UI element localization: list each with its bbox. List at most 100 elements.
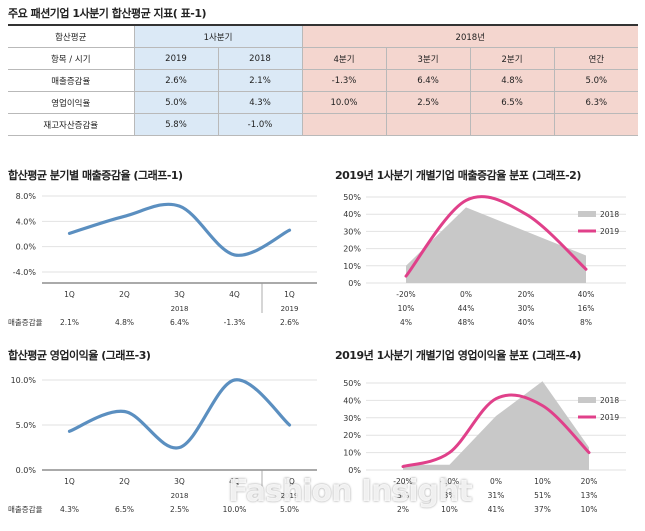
x-tick-label: 2Q bbox=[119, 290, 130, 299]
header-col: 연간 bbox=[553, 47, 639, 70]
table-cell bbox=[301, 113, 386, 136]
series-line bbox=[67, 378, 292, 450]
y-tick-label: 0.0% bbox=[16, 243, 37, 252]
x-tick-label: -20% bbox=[396, 290, 415, 299]
x-tick-label: 1Q bbox=[284, 477, 295, 486]
x-tick-label: 0% bbox=[460, 290, 472, 299]
y-tick-label: 0% bbox=[348, 279, 361, 288]
table-cell: 6.4% bbox=[385, 69, 470, 92]
y-tick-label: 0.0% bbox=[16, 466, 37, 475]
table-row: 영업이익율 5.0% 4.3% 10.0% 2.5% 6.5% 6.3% bbox=[8, 91, 639, 114]
series-line-2019 bbox=[404, 195, 588, 278]
summary-table: 합산평균 1사분기 2018년 항목 / 시기 2019 2018 4분기 3분… bbox=[8, 24, 639, 136]
y-tick-label: 4.0% bbox=[16, 217, 37, 226]
y-tick-label: 5.0% bbox=[16, 421, 37, 430]
legend-label: 2018 bbox=[600, 396, 619, 405]
chart2-distribution: 50% 40% 30% 20% 10% 0% -20% 10% 4% 0% 44% 48% 20% 30%… bbox=[343, 193, 626, 327]
x-tick-label: 1Q bbox=[64, 290, 75, 299]
series-area-2018 bbox=[406, 207, 586, 283]
table-cell: -1.0% bbox=[217, 113, 302, 136]
table-cell: 4.8% bbox=[469, 69, 554, 92]
y-tick-label: 30% bbox=[343, 227, 361, 236]
data-label: 10% bbox=[441, 505, 458, 514]
table-row: 매출증감율 2.6% 2.1% -1.3% 6.4% 4.8% 5.0% bbox=[8, 69, 639, 92]
data-label: 51% bbox=[534, 491, 551, 500]
y-tick-label: 40% bbox=[343, 210, 361, 219]
table-cell bbox=[469, 113, 554, 136]
year-label: 2019 bbox=[281, 305, 299, 313]
series-area-2018 bbox=[403, 381, 589, 470]
data-label: 13% bbox=[581, 491, 598, 500]
data-label: 40% bbox=[518, 318, 535, 327]
data-label: 44% bbox=[458, 304, 475, 313]
legend-swatch-2018 bbox=[578, 397, 596, 403]
row-label: 영업이익율 bbox=[8, 91, 134, 114]
header-col: 2019 bbox=[133, 47, 218, 70]
x-tick-label: 4Q bbox=[229, 477, 240, 486]
y-tick-label: 50% bbox=[343, 193, 361, 202]
y-tick-label: 0% bbox=[348, 466, 361, 475]
x-tick-label: 1Q bbox=[284, 290, 295, 299]
x-tick-label: 10% bbox=[534, 477, 551, 486]
y-tick-label: 20% bbox=[343, 245, 361, 254]
data-label: 2.6% bbox=[280, 318, 299, 327]
row-label: 매출증감율 bbox=[8, 504, 43, 514]
x-tick-label: 4Q bbox=[229, 290, 240, 299]
data-label: 4% bbox=[400, 318, 412, 327]
table-cell: 5.0% bbox=[553, 69, 639, 92]
header-item-period: 항목 / 시기 bbox=[8, 47, 134, 70]
data-label: 2% bbox=[397, 505, 409, 514]
x-tick-label: 1Q bbox=[64, 477, 75, 486]
watermark-logo: Fashion Insight bbox=[228, 474, 473, 509]
table-cell: 4.3% bbox=[217, 91, 302, 114]
data-label: 6.5% bbox=[115, 505, 134, 514]
data-label: 6.4% bbox=[170, 318, 189, 327]
year-label: 2019 bbox=[281, 492, 299, 500]
y-tick-label: 10% bbox=[343, 262, 361, 271]
data-label: 10% bbox=[581, 505, 598, 514]
x-tick-label: 0% bbox=[490, 477, 502, 486]
header-col: 2분기 bbox=[469, 47, 554, 70]
header-q1: 1사분기 bbox=[133, 24, 302, 48]
data-label: 3% bbox=[444, 491, 456, 500]
x-tick-label: 40% bbox=[578, 290, 595, 299]
table-cell bbox=[385, 113, 470, 136]
data-label: 30% bbox=[518, 304, 535, 313]
table-cell: 2.1% bbox=[217, 69, 302, 92]
series-line-2019 bbox=[401, 393, 591, 469]
data-label: 41% bbox=[488, 505, 505, 514]
row-label: 매출증감율 bbox=[8, 317, 43, 327]
table-cell bbox=[553, 113, 639, 136]
data-label: 2.5% bbox=[170, 505, 189, 514]
table-cell: 5.8% bbox=[133, 113, 218, 136]
table-cell: 2.6% bbox=[133, 69, 218, 92]
data-label: -1.3% bbox=[224, 318, 246, 327]
chart4-title: 2019년 1사분기 개별기업 영업이익율 분포 (그래프-4) bbox=[335, 349, 581, 362]
header-combined-avg: 합산평균 bbox=[8, 24, 134, 48]
row-label: 매출증감율 bbox=[8, 69, 134, 92]
data-label: 3% bbox=[397, 491, 409, 500]
header-col: 3분기 bbox=[385, 47, 470, 70]
x-tick-label: 3Q bbox=[174, 290, 185, 299]
y-tick-label: -4.0% bbox=[13, 268, 37, 277]
data-label: 10.0% bbox=[223, 505, 247, 514]
chart1-line: 8.0% 4.0% 0.0% -4.0% 1Q 2.1% 2Q 4.8% 3Q 6.4% 4Q -1.… bbox=[8, 192, 317, 327]
data-label: 4.3% bbox=[60, 505, 79, 514]
y-tick-label: 40% bbox=[343, 396, 361, 405]
data-label: 16% bbox=[578, 304, 595, 313]
x-tick-label: 2Q bbox=[119, 477, 130, 486]
y-tick-label: 20% bbox=[343, 431, 361, 440]
x-tick-label: 20% bbox=[581, 477, 598, 486]
year-label: 2018 bbox=[171, 492, 189, 500]
row-label: 재고자산증감율 bbox=[8, 113, 134, 136]
legend-label: 2019 bbox=[600, 413, 619, 422]
table-cell: 5.0% bbox=[133, 91, 218, 114]
data-label: 48% bbox=[458, 318, 475, 327]
chart1-title: 합산평균 분기별 매출증감율 (그래프-1) bbox=[8, 169, 183, 182]
chart3-line: 10.0% 5.0% 0.0% 1Q 4.3% 2Q 6.5% 3Q 2.5% 4Q 10.0% 1Q… bbox=[8, 376, 317, 514]
header-col: 2018 bbox=[217, 47, 302, 70]
legend-swatch-2018 bbox=[578, 211, 596, 217]
year-label: 2018 bbox=[171, 305, 189, 313]
series-line bbox=[67, 202, 292, 257]
